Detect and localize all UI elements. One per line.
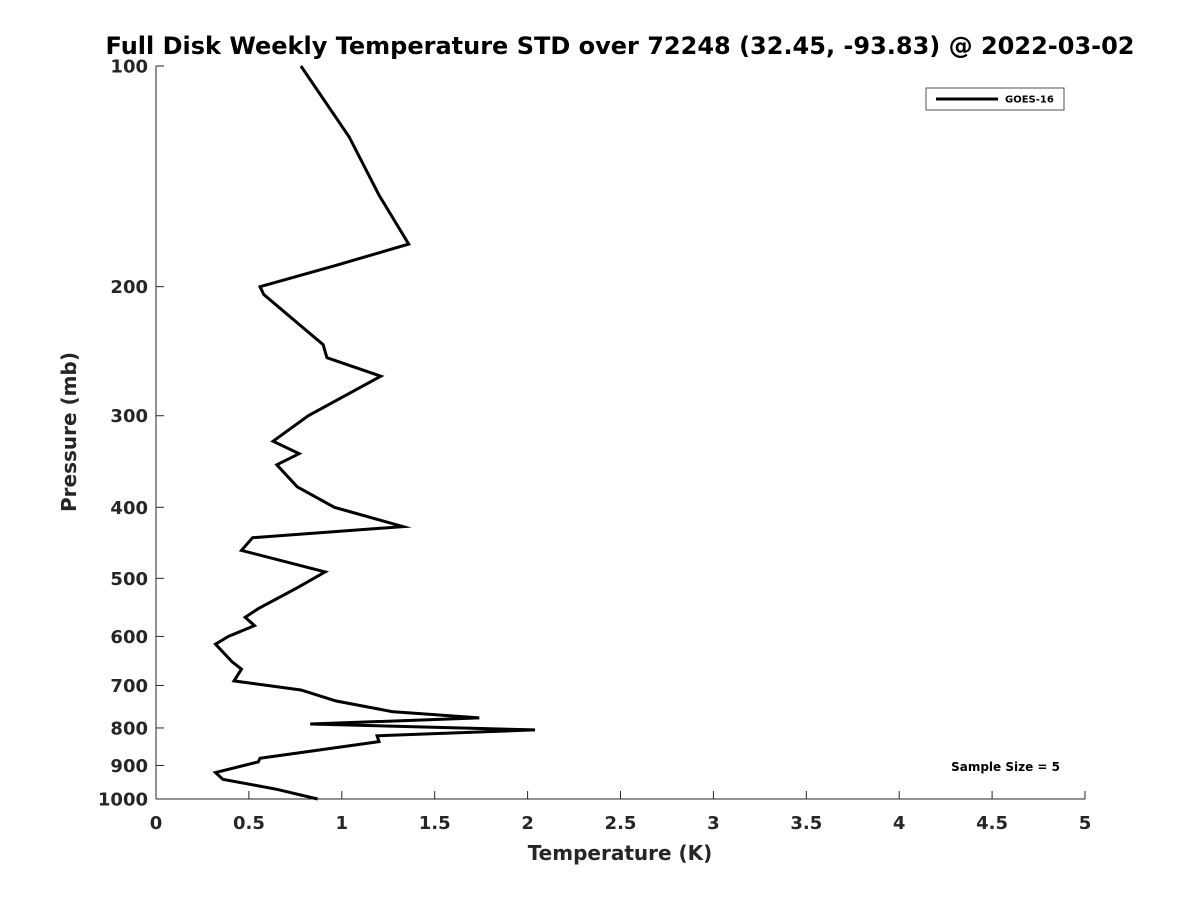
y-tick-label: 1000 bbox=[98, 790, 148, 811]
x-tick-label: 2.5 bbox=[605, 813, 637, 834]
legend-label-goes-16: GOES-16 bbox=[1005, 95, 1054, 106]
series-layer bbox=[212, 65, 536, 801]
y-tick-label: 700 bbox=[110, 676, 148, 697]
x-tick-label: 0.5 bbox=[233, 813, 265, 834]
sample-size-annotation: Sample Size = 5 bbox=[951, 760, 1060, 774]
x-tick-label: 1.5 bbox=[419, 813, 451, 834]
x-tick-label: 4.5 bbox=[976, 813, 1008, 834]
x-tick-label: 5 bbox=[1079, 813, 1092, 834]
x-axis-label: Temperature (K) bbox=[528, 841, 713, 865]
y-tick-label: 200 bbox=[110, 277, 148, 298]
legend: GOES-16 bbox=[925, 87, 1065, 111]
x-ticks: 0 0.5 1 1.5 2 2.5 3 3.5 4 4.5 5 bbox=[150, 791, 1092, 834]
x-tick-label: 3.5 bbox=[790, 813, 822, 834]
y-tick-label: 400 bbox=[110, 498, 148, 519]
y-tick-label: 800 bbox=[110, 718, 148, 739]
x-tick-label: 4 bbox=[893, 813, 906, 834]
y-tick-label: 900 bbox=[110, 756, 148, 777]
x-tick-label: 2 bbox=[521, 813, 534, 834]
y-tick-label: 300 bbox=[110, 406, 148, 427]
chart-title: Full Disk Weekly Temperature STD over 72… bbox=[106, 32, 1135, 60]
x-tick-label: 3 bbox=[707, 813, 720, 834]
y-tick-label: 600 bbox=[110, 627, 148, 648]
series-line-goes-16 bbox=[212, 65, 536, 801]
y-axis-label: Pressure (mb) bbox=[57, 352, 81, 512]
plot-area: 0 0.5 1 1.5 2 2.5 3 3.5 4 4.5 5 100 200 300 400 500 600… bbox=[98, 57, 1091, 835]
x-tick-label: 0 bbox=[150, 813, 163, 834]
y-tick-label: 500 bbox=[110, 569, 148, 590]
y-ticks: 100 200 300 400 500 600 700 800 900 1000 bbox=[98, 57, 164, 811]
x-tick-label: 1 bbox=[336, 813, 349, 834]
y-tick-label: 100 bbox=[110, 57, 148, 78]
